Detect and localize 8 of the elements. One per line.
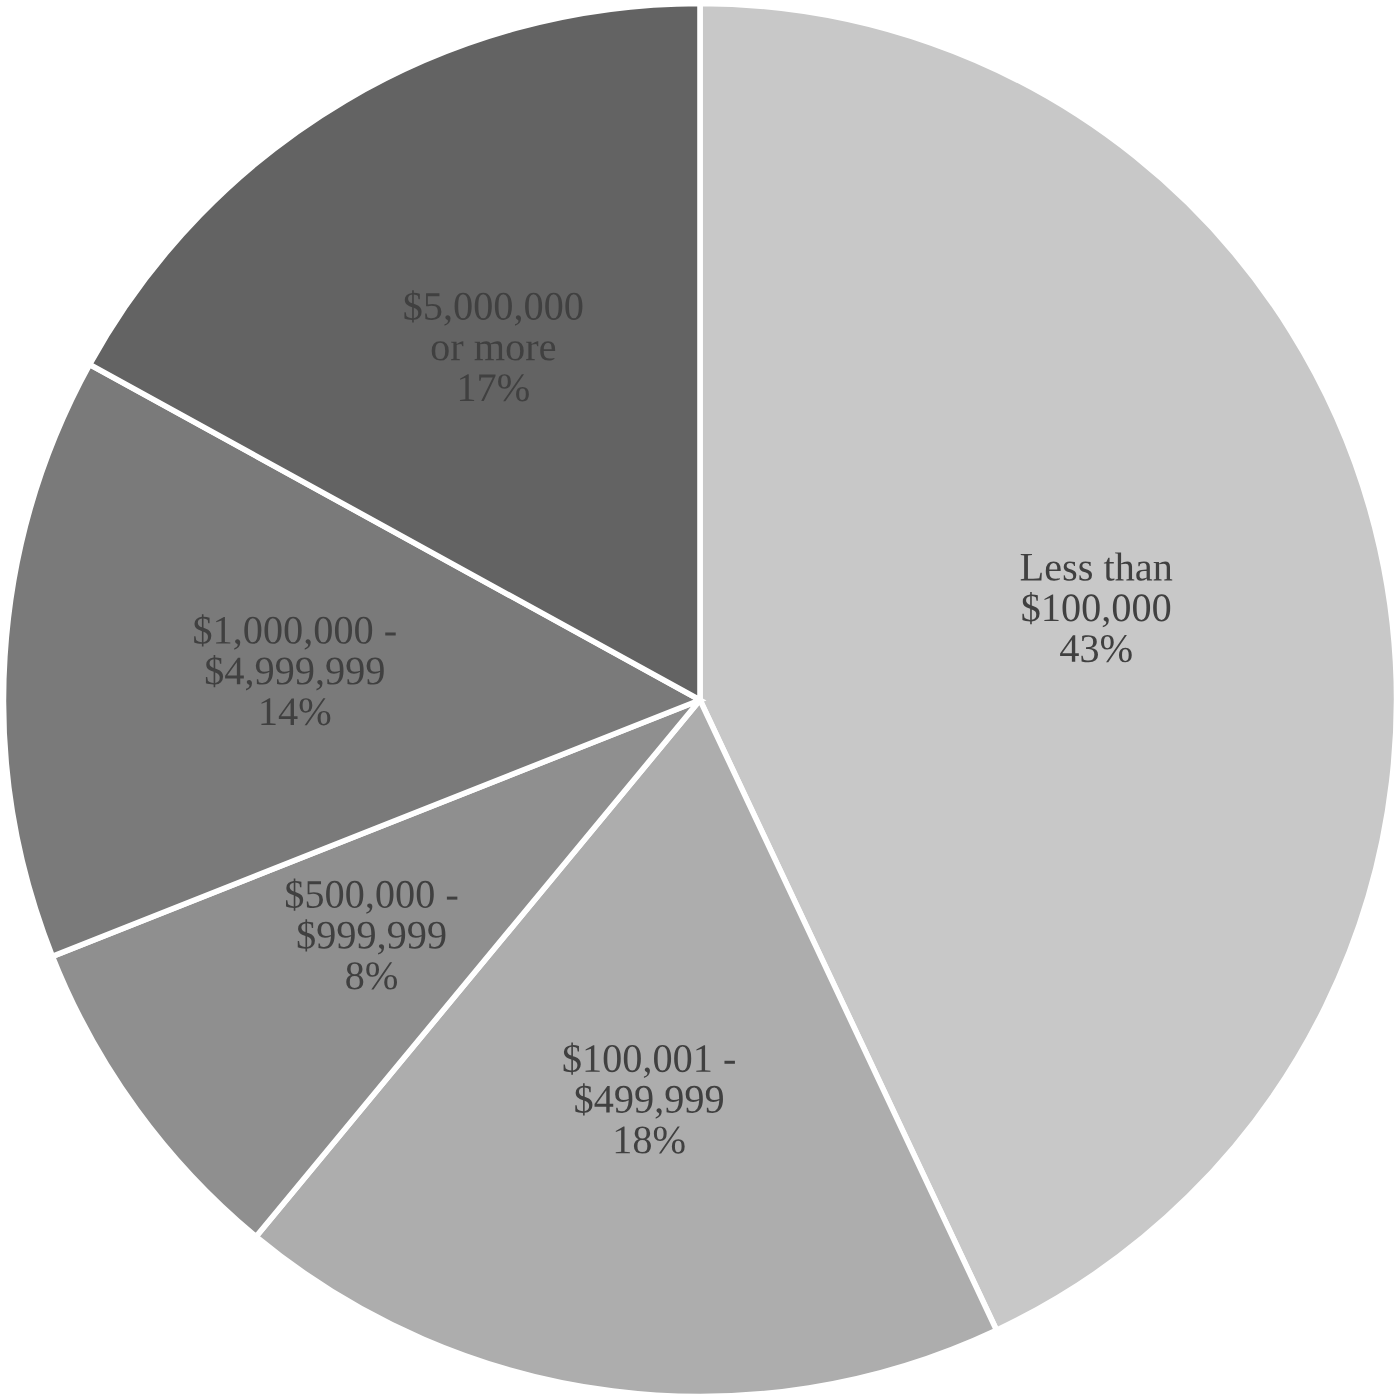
data-label: 14% [261, 698, 331, 726]
slice-label: $500,000 - $999,999 [286, 878, 458, 955]
slice-label: Less than $100,000 [1020, 552, 1173, 628]
data-label: 8% [346, 962, 398, 990]
slice-label: $100,001 - $499,999 [563, 1042, 735, 1119]
slice-label: $1,000,000 - $4,999,999 [194, 614, 396, 691]
data-label: 43% [1060, 635, 1132, 663]
data-label: 18% [615, 1126, 685, 1154]
